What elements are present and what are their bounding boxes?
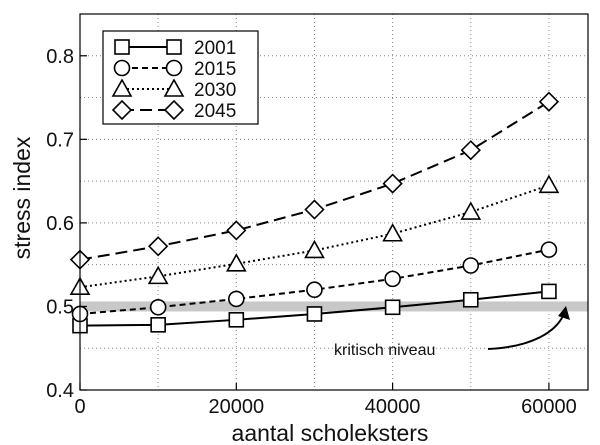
data-point-2030 [460,201,482,220]
legend-entry-2015: 2015 [113,59,236,80]
legend-entry-2045: 2045 [111,99,236,122]
legend-marker-2045 [163,99,185,121]
series-line-2045 [79,100,550,261]
data-point-2030 [225,253,247,272]
data-point-2001 [462,291,479,308]
y-tick-labels: 0.4 0.5 0.6 0.7 0.8 [46,46,74,402]
annotation-arrow [487,313,565,350]
data-point-2015 [384,270,401,288]
data-point-2045 [226,220,247,241]
data-point-2015 [540,241,558,258]
legend-marker-2015 [113,59,131,77]
x-tick-label: 0 [74,396,85,418]
critical-level-band [80,301,588,312]
data-point-2045 [148,236,169,257]
legend-marker-2001 [114,39,130,55]
legend-marker-2001 [166,39,182,55]
y-tick-label: 0.6 [46,213,74,235]
y-tick-label: 0.5 [46,296,74,318]
x-tick-label: 60000 [521,396,577,418]
series-2015 [71,241,558,323]
y-tick-label: 0.7 [46,129,74,151]
data-point-2030 [538,174,560,194]
plot-frame [79,13,589,391]
data-point-2001 [150,317,166,333]
legend-label-2001: 2001 [194,38,236,59]
data-point-2001 [228,312,245,328]
legend-marker-2045 [111,99,133,121]
series-2030 [69,174,560,296]
legend-marker-2030 [111,78,133,97]
data-point-2015 [228,290,245,308]
series-layer [69,91,560,334]
legend-marker-2030 [163,78,185,97]
legend-entry-2001: 2001 [114,38,236,59]
data-point-2045 [304,199,325,220]
x-tick-label: 20000 [208,396,264,418]
annotation-arrowhead [558,306,570,320]
legend-entry-2030: 2030 [111,78,236,101]
data-point-2001 [306,306,323,322]
x-tick-label: 40000 [365,396,421,418]
y-axis-label: stress index [9,136,35,259]
x-tick-labels: 0 20000 40000 60000 [74,396,576,418]
series-2001 [72,283,557,334]
legend-label-2015: 2015 [194,59,236,80]
legend-label-2030: 2030 [194,80,236,101]
data-point-2030 [304,239,325,259]
legend-label-2045: 2045 [194,101,236,122]
y-tick-label: 0.8 [46,46,74,68]
data-point-2030 [147,265,169,285]
legend-marker-2015 [165,59,183,77]
data-point-2001 [541,283,557,300]
data-point-2015 [306,281,323,299]
series-2045 [69,91,560,270]
data-point-2001 [384,299,401,316]
annotation: kritisch niveau [334,306,570,359]
annotation-label: kritisch niveau [334,342,435,359]
x-axis-label: aantal scholeksters [232,420,429,445]
data-point-2045 [538,91,560,112]
data-point-2015 [149,298,167,316]
data-point-2045 [460,140,481,161]
y-tick-label: 0.4 [46,380,74,402]
data-point-2030 [382,223,403,242]
data-point-2045 [382,173,403,194]
axis-ticks [79,55,550,391]
data-point-2015 [462,257,480,274]
